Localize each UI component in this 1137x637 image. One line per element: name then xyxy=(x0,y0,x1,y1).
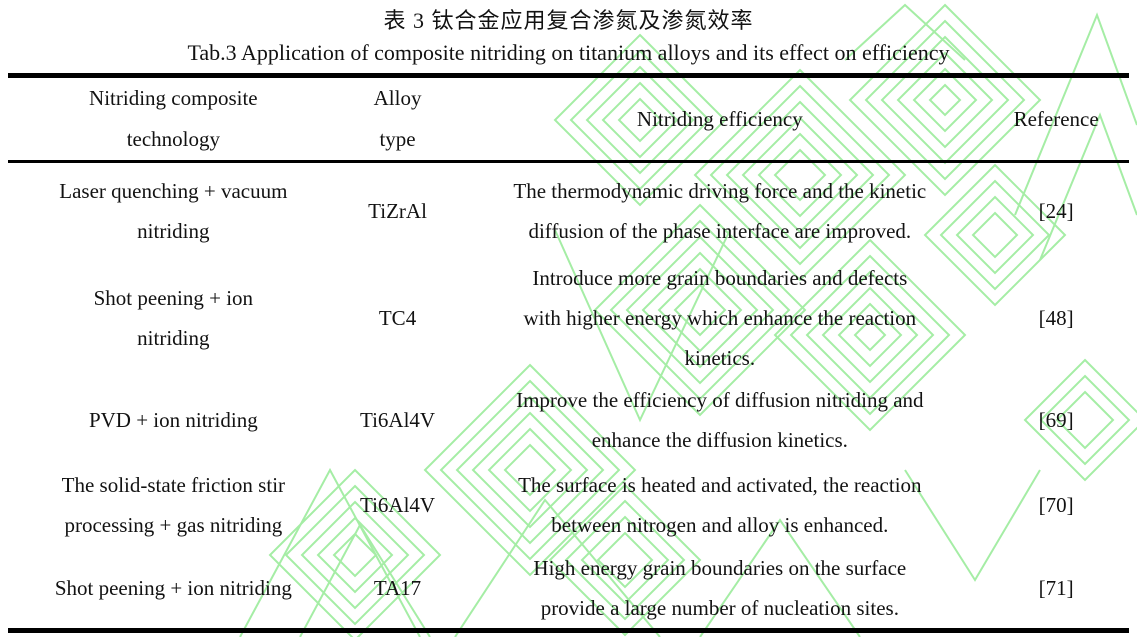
table-row: Laser quenching + vacuum nitriding TiZrA… xyxy=(8,162,1129,259)
alloy-type-cell: Ti6Al4V xyxy=(359,493,436,517)
reference-cell: [24] xyxy=(1038,198,1074,223)
technology-cell: Laser quenching + vacuum nitriding xyxy=(59,178,288,243)
table-title-english: Tab.3 Application of composite nitriding… xyxy=(187,40,950,65)
efficiency-cell: Introduce more grain boundaries and defe… xyxy=(523,266,917,370)
alloy-type-cell: TiZrAl xyxy=(368,198,427,223)
table-row: Shot peening + ion nitriding TA17 High e… xyxy=(8,548,1129,631)
column-header-nitriding-efficiency: Nitriding efficiency xyxy=(456,75,984,163)
reference-cell: [48] xyxy=(1038,306,1074,330)
table-header: Nitriding composite technology Alloy typ… xyxy=(8,75,1129,163)
column-header-alloy-type: Alloy type xyxy=(338,75,457,163)
technology-cell: PVD + ion nitriding xyxy=(88,408,258,432)
reference-cell: [70] xyxy=(1038,493,1074,517)
nitriding-table: Nitriding composite technology Alloy typ… xyxy=(8,73,1129,633)
technology-cell: The solid-state friction stir processing… xyxy=(61,473,286,537)
column-header-technology: Nitriding composite technology xyxy=(8,75,339,163)
table-body: Laser quenching + vacuum nitriding TiZrA… xyxy=(8,162,1129,631)
efficiency-cell: The thermodynamic driving force and the … xyxy=(513,178,927,243)
efficiency-cell: Improve the efficiency of diffusion nitr… xyxy=(516,388,924,452)
table-row: Shot peening + ion nitriding TC4 Introdu… xyxy=(8,258,1129,378)
table-title-chinese: 表 3 钛合金应用复合渗氮及渗氮效率 xyxy=(383,8,754,33)
table-row: PVD + ion nitriding Ti6Al4V Improve the … xyxy=(8,378,1129,462)
efficiency-cell: High energy grain boundaries on the surf… xyxy=(533,556,907,620)
alloy-type-cell: TA17 xyxy=(373,576,422,600)
alloy-type-cell: TC4 xyxy=(378,306,417,330)
alloy-type-cell: Ti6Al4V xyxy=(359,408,436,432)
reference-cell: [69] xyxy=(1038,408,1074,432)
header-row: Nitriding composite technology Alloy typ… xyxy=(8,75,1129,163)
table-row: The solid-state friction stir processing… xyxy=(8,462,1129,548)
efficiency-cell: The surface is heated and activated, the… xyxy=(518,473,922,537)
reference-cell: [71] xyxy=(1038,576,1074,600)
technology-cell: Shot peening + ion nitriding xyxy=(54,576,292,600)
column-header-reference: Reference xyxy=(983,75,1129,163)
technology-cell: Shot peening + ion nitriding xyxy=(93,286,254,350)
